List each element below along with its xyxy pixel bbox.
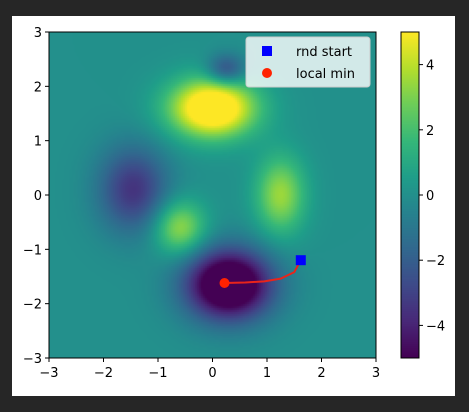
x-tick-label: 1 [263, 366, 271, 381]
y-tick-label: 2 [34, 80, 42, 95]
x-tick-label: −2 [94, 366, 113, 381]
chart-svg: −3 −2 −1 0 1 2 3 −3 −2 −1 0 1 2 3 −4 −2 0 2 4 rnd start loca… [23, 26, 445, 381]
colorbar-tick-label: 4 [426, 59, 434, 74]
legend-label: local min [296, 67, 355, 82]
y-tick-label: 0 [34, 189, 42, 204]
descent-path-line [224, 259, 302, 285]
x-tick-label: −1 [148, 366, 167, 381]
legend-box [245, 36, 371, 88]
legend-marker-min [262, 68, 272, 78]
x-tick-label: 2 [317, 366, 325, 381]
y-tick-label: 1 [34, 135, 42, 150]
colorbar-tick-label: −2 [426, 254, 445, 269]
colorbar-tick-label: 2 [426, 124, 434, 139]
x-tick-label: 0 [208, 366, 216, 381]
y-tick-label: −3 [23, 352, 42, 367]
legend-label: rnd start [296, 45, 352, 60]
colorbar-tick-label: 0 [426, 189, 434, 204]
y-tick-label: 3 [34, 26, 42, 41]
legend-marker-start [262, 46, 272, 56]
x-tick-label: −3 [39, 366, 58, 381]
local-min-marker [219, 278, 230, 289]
start-point-marker [295, 255, 306, 266]
colorbar-tick-label: −4 [426, 319, 445, 334]
figure: −3 −2 −1 0 1 2 3 −3 −2 −1 0 1 2 3 −4 −2 0 2 4 rnd start loca… [12, 16, 455, 396]
x-tick-label: 3 [372, 366, 380, 381]
y-tick-label: −2 [23, 298, 42, 313]
colorbar-image [401, 32, 419, 358]
y-tick-label: −1 [23, 243, 42, 258]
